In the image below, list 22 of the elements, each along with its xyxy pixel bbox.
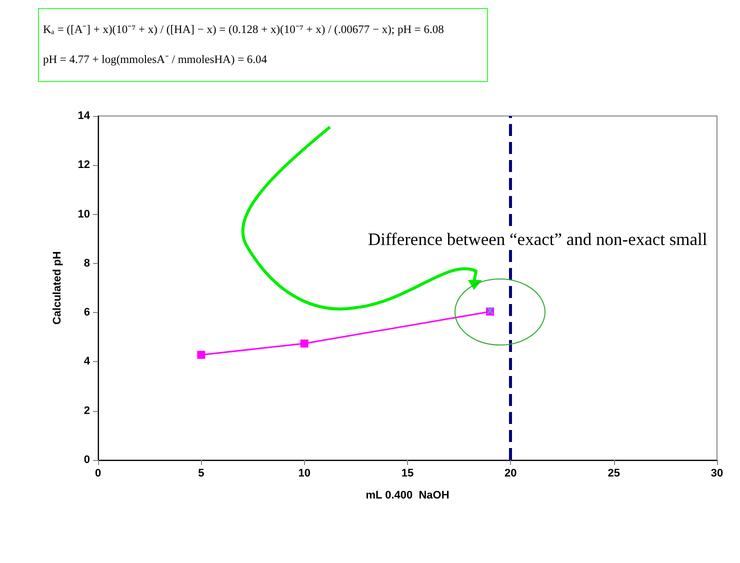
point bbox=[300, 340, 308, 348]
x-tick-label: 15 bbox=[401, 468, 414, 480]
y-tick-label: 12 bbox=[78, 159, 90, 172]
x-tick-label: 20 bbox=[504, 468, 517, 480]
y-tick-label: 4 bbox=[84, 356, 91, 368]
x-tick-label: 5 bbox=[198, 468, 204, 480]
point bbox=[197, 350, 206, 359]
x-tick-label: 10 bbox=[298, 468, 310, 480]
y-tick-label: 14 bbox=[78, 110, 91, 122]
y-tick-label: 10 bbox=[78, 208, 90, 220]
y-tick-label: 0 bbox=[84, 454, 90, 466]
y-tick-label: 6 bbox=[84, 306, 90, 319]
x-tick-label: 30 bbox=[710, 468, 724, 480]
x-tick-label: 25 bbox=[608, 468, 620, 480]
x-axis-title: mL 0.400 NaOH bbox=[366, 490, 450, 502]
y-tick-label: 2 bbox=[84, 404, 90, 417]
text: Kₐ = ([A⁻] + x)(10⁻⁷ + x) / ([HA] − x) = (0.128 + x)(10⁻⁷ + x) / (.00677 − x); pH = 6.08 bbox=[43, 23, 445, 38]
annotation: Difference between “exact” and non-exact small bbox=[368, 229, 708, 249]
text: pH = 4.77 + log(mmolesA⁻ / mmolesHA) = 6.04 bbox=[43, 53, 268, 68]
y-tick-label: 8 bbox=[84, 257, 90, 270]
x-tick-label: 0 bbox=[94, 468, 102, 480]
y-axis-title: Calculated pH bbox=[52, 251, 64, 325]
